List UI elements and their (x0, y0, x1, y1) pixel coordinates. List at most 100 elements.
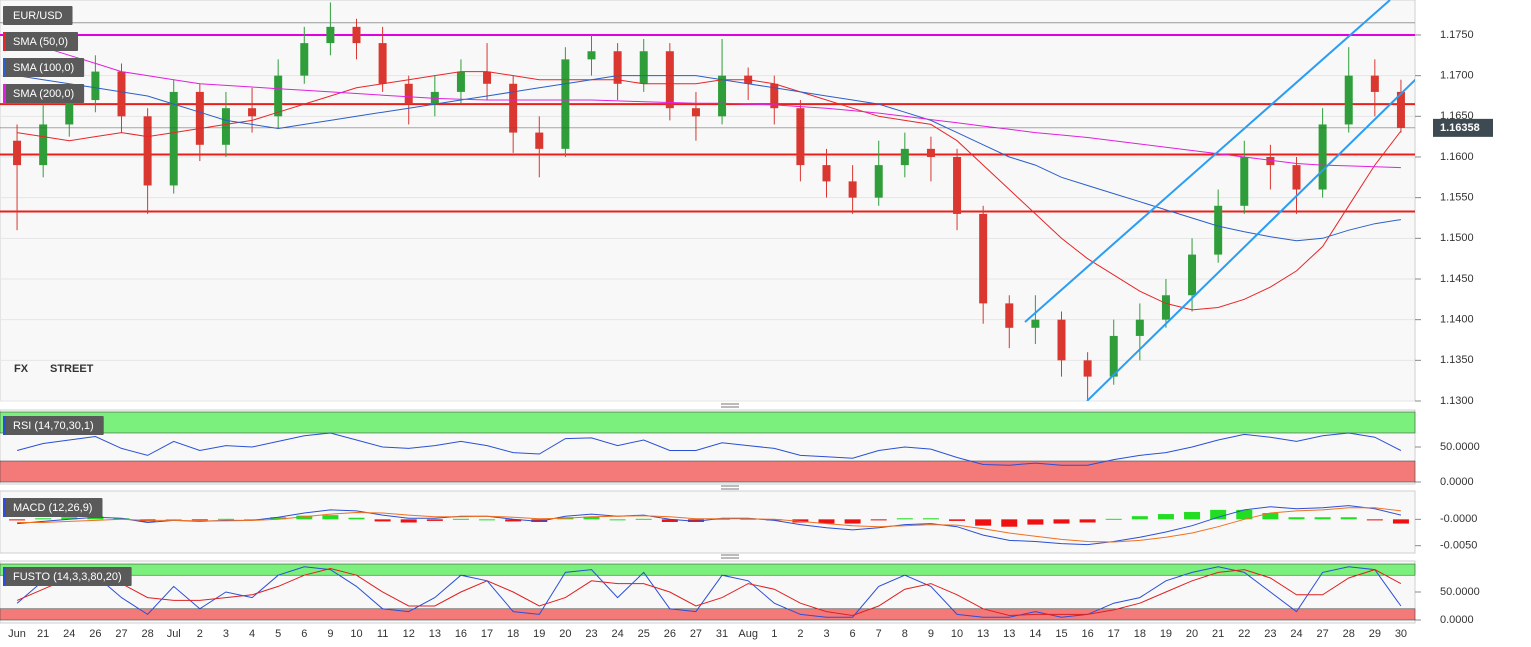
candle-body (1109, 335, 1118, 377)
watermark: STREET (50, 363, 94, 375)
candle-body (65, 100, 74, 125)
x-tick-label: 7 (876, 628, 882, 640)
legend-box (3, 498, 103, 517)
y-tick-label: 1.1750 (1440, 29, 1474, 41)
candle-body (13, 140, 22, 166)
x-tick-label: 1 (771, 628, 777, 640)
histogram-bar (1079, 519, 1096, 523)
x-tick-label: 24 (611, 628, 623, 640)
histogram-bar (1157, 514, 1174, 520)
candle-body (1031, 319, 1040, 328)
histogram-bar (217, 518, 234, 520)
histogram-bar (1288, 517, 1305, 520)
x-tick-label: 18 (507, 628, 519, 640)
legend-label: SMA (50,0) (13, 36, 68, 48)
candle-body (613, 51, 622, 84)
y-tick-label: -0.0050 (1440, 540, 1477, 552)
legend-label: SMA (200,0) (13, 88, 74, 100)
histogram-bar (479, 519, 496, 521)
candle-body (587, 51, 596, 60)
histogram-bar (452, 518, 469, 520)
x-tick-label: 6 (850, 628, 856, 640)
y-tick-label: 1.1350 (1440, 354, 1474, 366)
candle-body (143, 116, 152, 186)
histogram-bar (531, 519, 548, 522)
candle-body (221, 108, 230, 145)
x-tick-label: 26 (89, 628, 101, 640)
x-tick-label: 21 (37, 628, 49, 640)
series-line (16, 566, 1402, 618)
x-tick-label: 6 (301, 628, 307, 640)
x-tick-label: 5 (275, 628, 281, 640)
histogram-bar (426, 519, 443, 521)
candle-body (1083, 360, 1092, 377)
last-price-label: 1.16358 (1440, 122, 1480, 134)
last-price-box (1433, 118, 1493, 137)
candle-body (770, 83, 779, 109)
legend-box (3, 32, 79, 51)
candle-body (926, 148, 935, 157)
legend-swatch (3, 58, 6, 77)
x-tick-label: 17 (481, 628, 493, 640)
histogram-bar (975, 519, 992, 526)
x-tick-label: 24 (63, 628, 75, 640)
x-tick-label: 10 (951, 628, 963, 640)
candle-body (848, 181, 857, 198)
panel-handles (721, 403, 739, 559)
candle-body (326, 26, 335, 44)
histogram-bar (922, 518, 939, 520)
y-tick-label: -0.0000 (1440, 513, 1477, 525)
series-line (17, 507, 1401, 543)
histogram-bar (687, 519, 704, 522)
zone (0, 411, 1416, 434)
histogram-bar (1236, 509, 1253, 520)
histogram-bar (505, 519, 522, 522)
x-tick-label: 29 (1369, 628, 1381, 640)
histogram-bar (1262, 513, 1279, 520)
series-line (16, 567, 1402, 617)
histogram-bar (818, 519, 835, 524)
x-tick-label: 20 (1186, 628, 1198, 640)
x-tick-label: 28 (1343, 628, 1355, 640)
series-line (17, 71, 1402, 311)
x-tick-label: 30 (1395, 628, 1407, 640)
histogram-bar (165, 519, 182, 521)
histogram-bar (270, 517, 287, 520)
x-tick-label: 16 (1081, 628, 1093, 640)
x-tick-label: 9 (327, 628, 333, 640)
histogram-bar (1027, 519, 1044, 525)
channel (1024, 0, 1415, 401)
x-tick-label: 27 (115, 628, 127, 640)
legend-swatch (3, 32, 6, 51)
legend-label: MACD (12,26,9) (13, 502, 92, 514)
candle-body (248, 108, 257, 117)
plot-layer: Jun 21 24 26 27 28 Jul 2 3 4 5 6 9 10 11 12 13 16 17 18 19 20… (0, 2, 1493, 640)
candle-body (874, 165, 883, 198)
legend-box (3, 58, 85, 77)
x-tick-label: 13 (1003, 628, 1015, 640)
candle-body (718, 75, 727, 117)
candle-body (1240, 156, 1249, 206)
y-tick-label: 1.1500 (1440, 232, 1474, 244)
x-tick-label: 27 (1316, 628, 1328, 640)
x-tick-label: 31 (716, 628, 728, 640)
candle-body (1161, 295, 1170, 320)
histogram-bar (1210, 509, 1227, 520)
histogram-bar (1392, 519, 1409, 524)
candle-body (953, 156, 962, 214)
legend-box (3, 567, 132, 586)
histogram-bar (844, 519, 861, 524)
candle-body (1344, 75, 1353, 125)
legend-box (3, 416, 104, 435)
candle-body (1005, 303, 1014, 328)
x-tick-label: 4 (249, 628, 255, 640)
histogram-bar (661, 519, 678, 522)
candle-body (1396, 91, 1405, 128)
histogram-bar (870, 519, 887, 521)
candle-body (1188, 254, 1197, 296)
x-tick-label: 3 (823, 628, 829, 640)
x-tick-label: 10 (350, 628, 362, 640)
x-tick-label: 20 (559, 628, 571, 640)
candle-body (979, 213, 988, 304)
